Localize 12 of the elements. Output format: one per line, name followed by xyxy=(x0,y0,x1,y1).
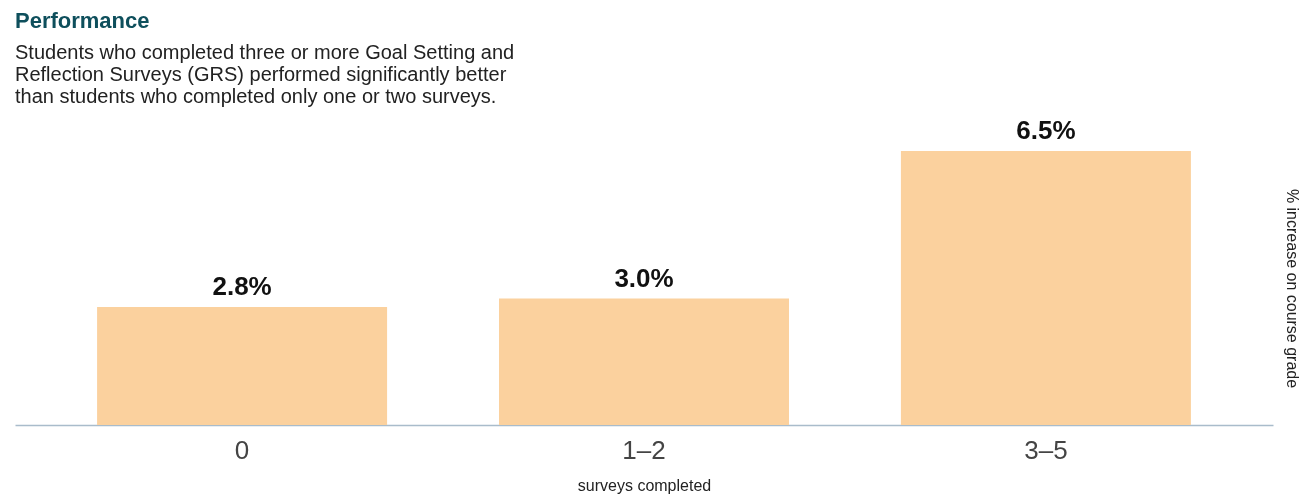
data-label: 6.5% xyxy=(1016,115,1076,145)
data-label: 2.8% xyxy=(212,270,272,301)
x-tick-label: 3–5 xyxy=(1024,434,1068,465)
x-axis-title: surveys completed xyxy=(577,476,712,494)
y-axis-title: % increase on course grade xyxy=(1283,188,1301,389)
x-tick-label: 0 xyxy=(234,434,250,465)
text: Students who completed three or more Goal Setting and xyxy=(15,41,515,63)
chart-title: Performance xyxy=(15,8,150,33)
data-label: 3.0% xyxy=(614,262,674,293)
x-tick-label: 1–2 xyxy=(622,434,666,465)
text: than students who completed only one or two surveys. xyxy=(15,85,497,107)
text: Reflection Surveys (GRS) performed significantly better xyxy=(15,63,507,85)
